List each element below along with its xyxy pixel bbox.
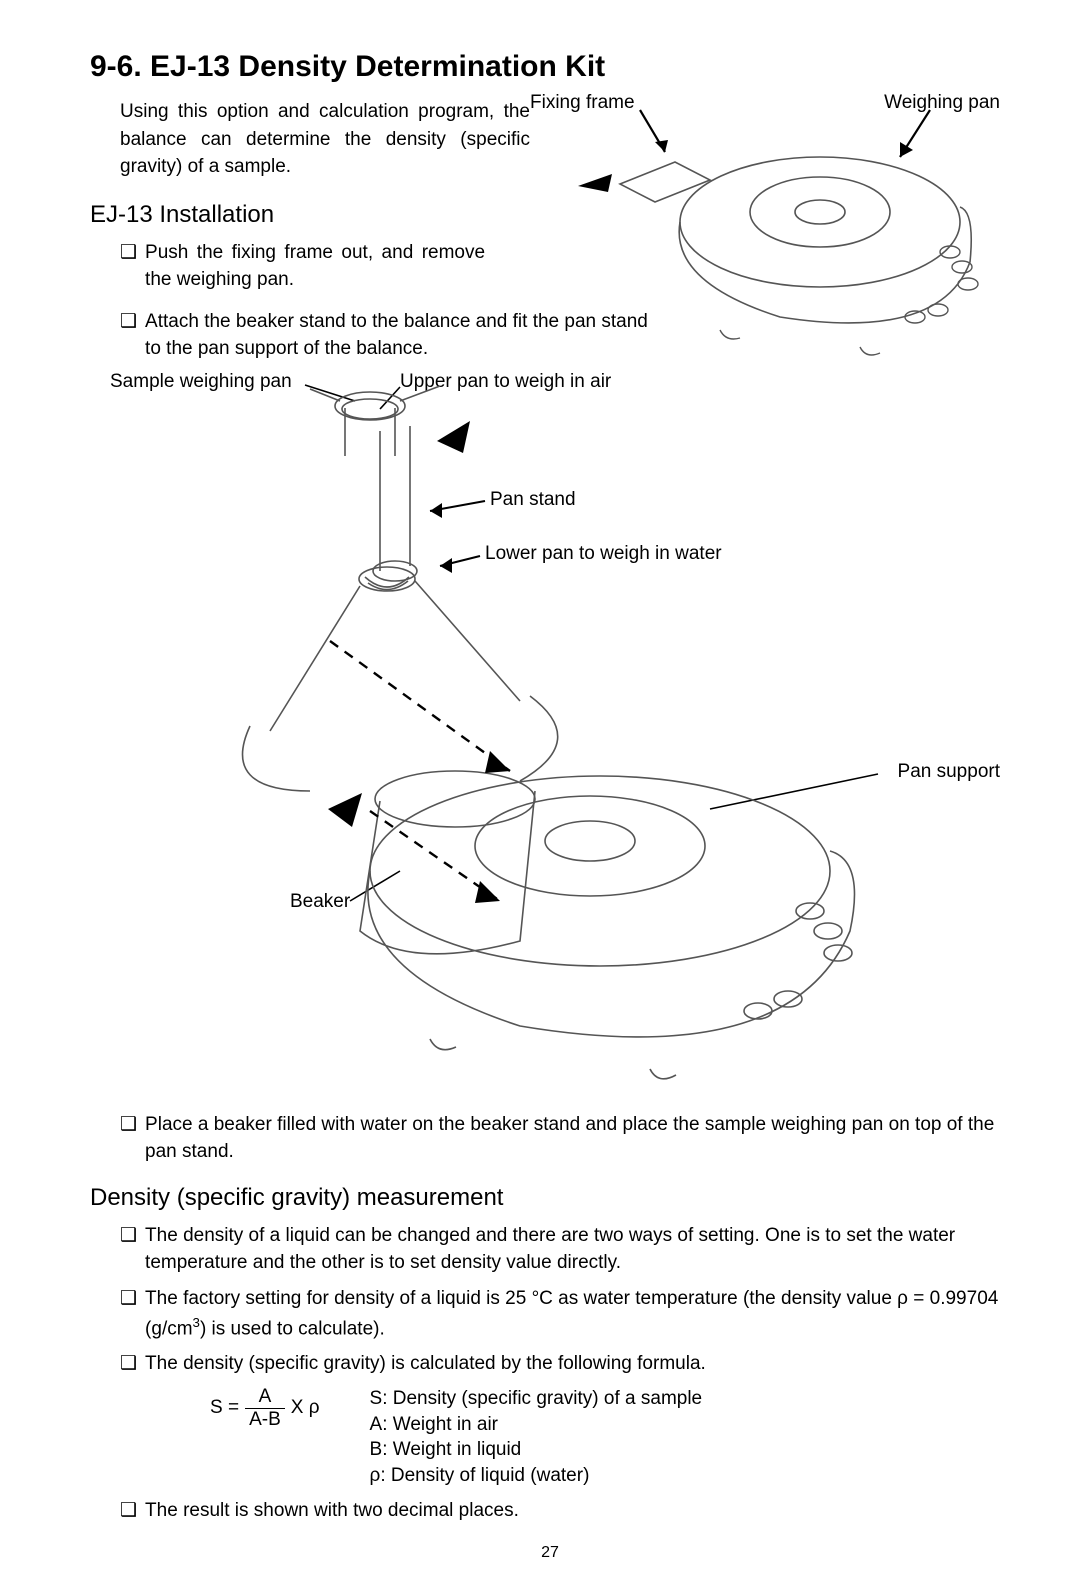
density-kit-illustration bbox=[90, 371, 990, 1111]
bullet-square-icon: ❑ bbox=[120, 1111, 137, 1166]
formula-block: S = A A-B X ρ S: Density (specific gravi… bbox=[210, 1386, 1010, 1489]
bullet-square-icon: ❑ bbox=[120, 1350, 137, 1378]
subsection-density-title: Density (specific gravity) measurement bbox=[90, 1184, 1010, 1212]
beaker-instruction-bullet: ❑ Place a beaker filled with water on th… bbox=[120, 1111, 1010, 1166]
bullet-square-icon: ❑ bbox=[120, 1222, 137, 1277]
formula-definitions: S: Density (specific gravity) of a sampl… bbox=[370, 1386, 703, 1489]
intro-text: Using this option and calculation progra… bbox=[120, 98, 530, 181]
bullet-square-icon: ❑ bbox=[120, 1285, 137, 1342]
bullet-square-icon: ❑ bbox=[120, 1497, 137, 1525]
bullet-square-icon: ❑ bbox=[120, 239, 137, 294]
density-bullet-2: ❑ The factory setting for density of a l… bbox=[120, 1285, 1010, 1342]
density-bullet-1: ❑ The density of a liquid can be changed… bbox=[120, 1222, 1010, 1277]
section-title: 9-6. EJ-13 Density Determination Kit bbox=[90, 50, 1010, 84]
bullet-square-icon: ❑ bbox=[120, 308, 137, 363]
density-bullet-3: ❑ The density (specific gravity) is calc… bbox=[120, 1350, 1010, 1378]
page-number: 27 bbox=[90, 1544, 1010, 1562]
balance-top-illustration bbox=[520, 92, 1020, 362]
result-bullet: ❑ The result is shown with two decimal p… bbox=[120, 1497, 1010, 1525]
density-formula: S = A A-B X ρ bbox=[210, 1386, 320, 1431]
